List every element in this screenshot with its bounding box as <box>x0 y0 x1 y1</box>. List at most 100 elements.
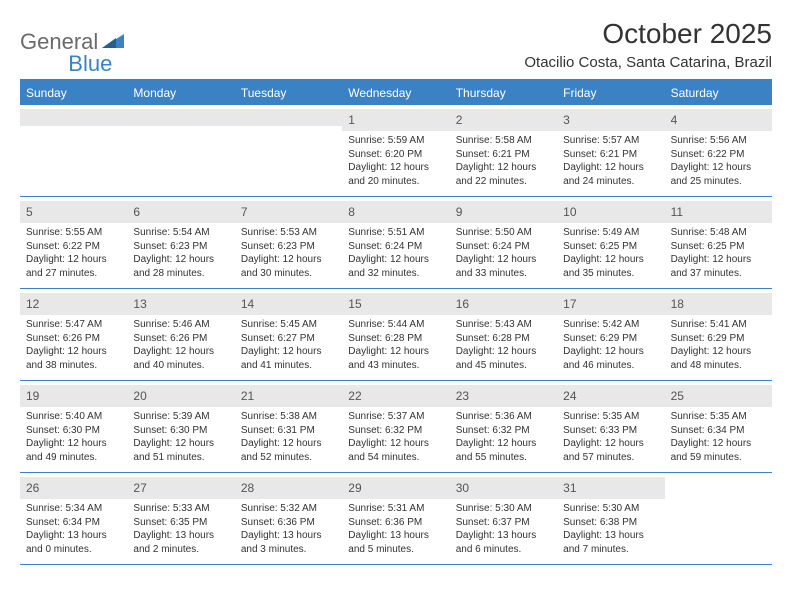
sunset-text: Sunset: 6:25 PM <box>563 240 658 254</box>
calendar-day: 30 Sunrise: 5:30 AMSunset: 6:37 PMDayligh… <box>450 473 557 564</box>
sunrise-text: Sunrise: 5:58 AM <box>456 134 551 148</box>
daylight-text: Daylight: 12 hours and 45 minutes. <box>456 345 551 372</box>
calendar-day: 21Sunrise: 5:38 AMSunset: 6:31 PMDayligh… <box>235 381 342 472</box>
sunset-text: Sunset: 6:26 PM <box>26 332 121 346</box>
day-info: Sunrise: 5:46 AMSunset: 6:26 PMDaylight:… <box>133 318 228 372</box>
sunset-text: Sunset: 6:21 PM <box>456 148 551 162</box>
day-number: 23 <box>456 389 469 403</box>
calendar-day: 18Sunrise: 5:41 AMSunset: 6:29 PMDayligh… <box>665 289 772 380</box>
sunrise-text: Sunrise: 5:55 AM <box>26 226 121 240</box>
calendar-day: 27Sunrise: 5:33 AMSunset: 6:35 PMDayligh… <box>127 473 234 564</box>
weekday-header: Thursday <box>450 81 557 105</box>
day-number: 24 <box>563 389 576 403</box>
day-info: Sunrise: 5:36 AMSunset: 6:32 PMDaylight:… <box>456 410 551 464</box>
day-number: 30 <box>456 481 469 495</box>
weekday-header: Wednesday <box>342 81 449 105</box>
sunset-text: Sunset: 6:32 PM <box>348 424 443 438</box>
daylight-text: Daylight: 12 hours and 24 minutes. <box>563 161 658 188</box>
daylight-text: Daylight: 12 hours and 40 minutes. <box>133 345 228 372</box>
day-number: 26 <box>26 481 39 495</box>
weekday-header: Saturday <box>665 81 772 105</box>
day-number-row: 15 <box>342 293 449 315</box>
sunrise-text: Sunrise: 5:45 AM <box>241 318 336 332</box>
day-info: Sunrise: 5:35 AMSunset: 6:34 PMDaylight:… <box>671 410 766 464</box>
day-info: Sunrise: 5:57 AMSunset: 6:21 PMDaylight:… <box>563 134 658 188</box>
daylight-text: Daylight: 12 hours and 27 minutes. <box>26 253 121 280</box>
title-block: October 2025 Otacilio Costa, Santa Catar… <box>524 18 772 71</box>
day-number: 27 <box>133 481 146 495</box>
day-number-row: 2 <box>450 109 557 131</box>
sunrise-text: Sunrise: 5:59 AM <box>348 134 443 148</box>
sunset-text: Sunset: 6:21 PM <box>563 148 658 162</box>
daylight-text: Daylight: 12 hours and 46 minutes. <box>563 345 658 372</box>
sunrise-text: Sunrise: 5:30 AM <box>456 502 551 516</box>
day-number-row: 5 <box>20 201 127 223</box>
sunset-text: Sunset: 6:23 PM <box>133 240 228 254</box>
day-info: Sunrise: 5:35 AMSunset: 6:33 PMDaylight:… <box>563 410 658 464</box>
calendar-day: 2Sunrise: 5:58 AMSunset: 6:21 PMDaylight… <box>450 105 557 196</box>
daylight-text: Daylight: 12 hours and 48 minutes. <box>671 345 766 372</box>
daylight-text: Daylight: 12 hours and 35 minutes. <box>563 253 658 280</box>
day-number: 15 <box>348 297 361 311</box>
calendar-week: 12Sunrise: 5:47 AMSunset: 6:26 PMDayligh… <box>20 289 772 381</box>
day-number: 1 <box>348 113 355 127</box>
daylight-text: Daylight: 13 hours and 7 minutes. <box>563 529 658 556</box>
day-number: 18 <box>671 297 684 311</box>
daylight-text: Daylight: 13 hours and 6 minutes. <box>456 529 551 556</box>
sunset-text: Sunset: 6:24 PM <box>456 240 551 254</box>
calendar-day <box>235 105 342 196</box>
day-number-row: 11 <box>665 201 772 223</box>
sunrise-text: Sunrise: 5:42 AM <box>563 318 658 332</box>
day-number: 19 <box>26 389 39 403</box>
daylight-text: Daylight: 12 hours and 49 minutes. <box>26 437 121 464</box>
sunrise-text: Sunrise: 5:40 AM <box>26 410 121 424</box>
day-number-row: 3 <box>557 109 664 131</box>
day-number: 11 <box>671 205 683 219</box>
sunset-text: Sunset: 6:38 PM <box>563 516 658 530</box>
sunset-text: Sunset: 6:26 PM <box>133 332 228 346</box>
day-info: Sunrise: 5:59 AMSunset: 6:20 PMDaylight:… <box>348 134 443 188</box>
sunrise-text: Sunrise: 5:47 AM <box>26 318 121 332</box>
sunset-text: Sunset: 6:29 PM <box>671 332 766 346</box>
sunrise-text: Sunrise: 5:36 AM <box>456 410 551 424</box>
empty-day-row <box>235 109 342 126</box>
day-number-row: 30 <box>450 477 557 499</box>
day-info: Sunrise: 5:40 AMSunset: 6:30 PMDaylight:… <box>26 410 121 464</box>
sunset-text: Sunset: 6:30 PM <box>26 424 121 438</box>
day-number-row: 23 <box>450 385 557 407</box>
day-info: Sunrise: 5:50 AMSunset: 6:24 PMDaylight:… <box>456 226 551 280</box>
day-info: Sunrise: 5:30 AMSunset: 6:38 PMDaylight:… <box>563 502 658 556</box>
calendar-day: 11Sunrise: 5:48 AMSunset: 6:25 PMDayligh… <box>665 197 772 288</box>
day-info: Sunrise: 5:47 AMSunset: 6:26 PMDaylight:… <box>26 318 121 372</box>
sunrise-text: Sunrise: 5:56 AM <box>671 134 766 148</box>
weekday-header-row: Sunday Monday Tuesday Wednesday Thursday… <box>20 81 772 105</box>
calendar-day: 8Sunrise: 5:51 AMSunset: 6:24 PMDaylight… <box>342 197 449 288</box>
day-info: Sunrise: 5:54 AMSunset: 6:23 PMDaylight:… <box>133 226 228 280</box>
day-number: 2 <box>456 113 463 127</box>
day-number: 4 <box>671 113 678 127</box>
sunset-text: Sunset: 6:25 PM <box>671 240 766 254</box>
sunrise-text: Sunrise: 5:44 AM <box>348 318 443 332</box>
daylight-text: Daylight: 12 hours and 43 minutes. <box>348 345 443 372</box>
calendar-day: 5Sunrise: 5:55 AMSunset: 6:22 PMDaylight… <box>20 197 127 288</box>
calendar-day <box>665 473 772 564</box>
calendar-day: 29Sunrise: 5:31 AMSunset: 6:36 PMDayligh… <box>342 473 449 564</box>
day-info: Sunrise: 5:30 AMSunset: 6:37 PMDaylight:… <box>456 502 551 556</box>
sunrise-text: Sunrise: 5:35 AM <box>563 410 658 424</box>
day-number-row: 7 <box>235 201 342 223</box>
daylight-text: Daylight: 12 hours and 52 minutes. <box>241 437 336 464</box>
sunrise-text: Sunrise: 5:39 AM <box>133 410 228 424</box>
day-number-row: 8 <box>342 201 449 223</box>
day-number-row: 31 <box>557 477 664 499</box>
day-number: 20 <box>133 389 146 403</box>
day-info: Sunrise: 5:56 AMSunset: 6:22 PMDaylight:… <box>671 134 766 188</box>
calendar-day: 12Sunrise: 5:47 AMSunset: 6:26 PMDayligh… <box>20 289 127 380</box>
sunrise-text: Sunrise: 5:38 AM <box>241 410 336 424</box>
day-number: 13 <box>133 297 146 311</box>
sunset-text: Sunset: 6:20 PM <box>348 148 443 162</box>
sunrise-text: Sunrise: 5:31 AM <box>348 502 443 516</box>
calendar-day: 24 Sunrise: 5:35 AMSunset: 6:33 PMDayligh… <box>557 381 664 472</box>
calendar-day: 25Sunrise: 5:35 AMSunset: 6:34 PMDayligh… <box>665 381 772 472</box>
day-number: 6 <box>133 205 140 219</box>
sunrise-text: Sunrise: 5:46 AM <box>133 318 228 332</box>
